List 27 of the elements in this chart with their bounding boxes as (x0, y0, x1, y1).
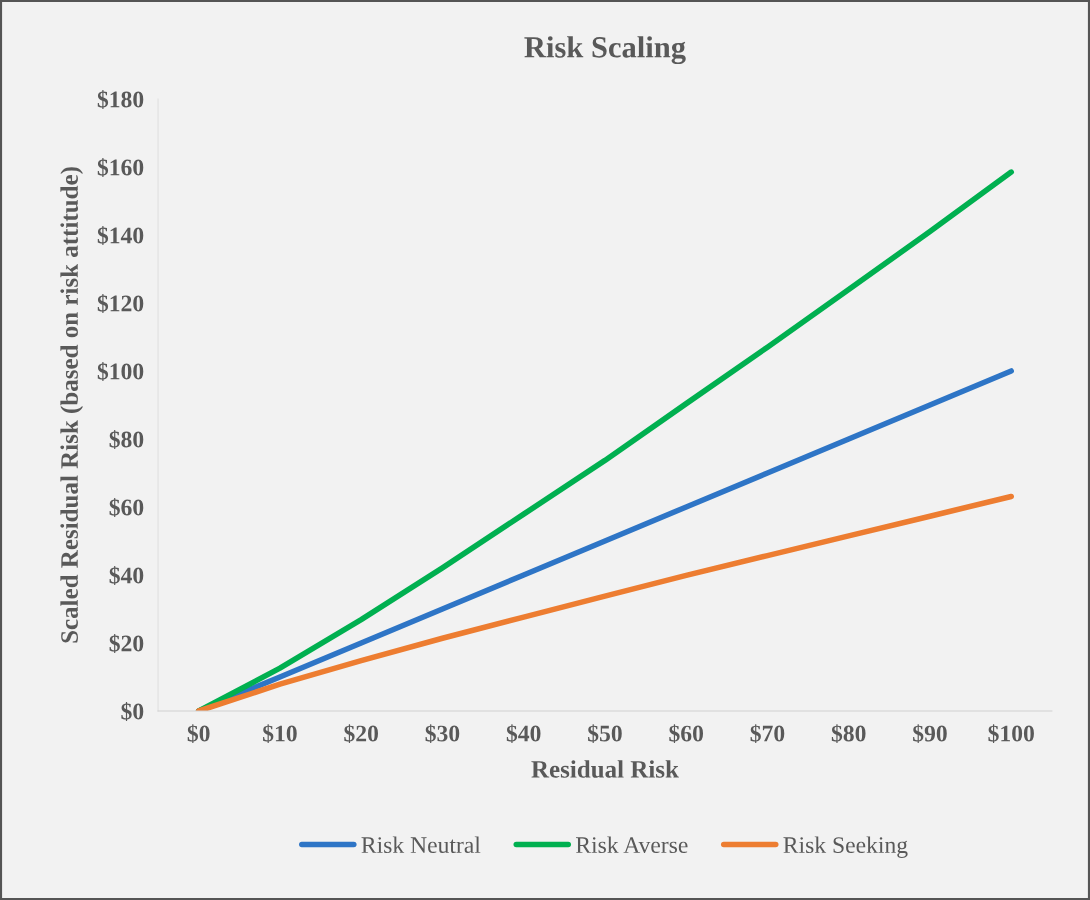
y-tick-label: $180 (97, 90, 144, 109)
chart-title: Risk Scaling (524, 36, 686, 65)
legend-label: Risk Seeking (783, 836, 908, 858)
x-tick-label: $80 (831, 724, 866, 744)
y-tick-label: $160 (97, 158, 144, 177)
x-tick-label: $60 (669, 724, 704, 744)
x-tick-label: $10 (263, 724, 297, 744)
y-tick-label: $100 (97, 362, 144, 381)
x-tick-label: $40 (506, 724, 541, 744)
x-tick-label: $0 (187, 724, 210, 744)
y-axis-title: Scaled Residual Risk (based on risk attitude) (60, 167, 84, 643)
y-tick-label: $60 (109, 498, 144, 517)
y-tick-label: $120 (97, 294, 144, 313)
y-tick-label: $40 (109, 566, 144, 585)
legend-label: Risk Averse (575, 836, 688, 854)
x-tick-label: $20 (344, 724, 378, 744)
y-tick-label: $20 (109, 634, 144, 653)
x-axis-title: Residual Risk (531, 760, 679, 778)
x-tick-label: $30 (425, 724, 460, 744)
legend-label: Risk Neutral (361, 836, 481, 854)
x-tick-label: $50 (588, 724, 622, 744)
x-tick-label: $70 (750, 724, 785, 744)
y-tick-label: $140 (97, 226, 144, 245)
y-tick-label: $80 (109, 430, 144, 449)
x-tick-label: $100 (988, 724, 1034, 744)
y-tick-label: $0 (121, 702, 144, 721)
x-tick-label: $90 (913, 724, 947, 744)
